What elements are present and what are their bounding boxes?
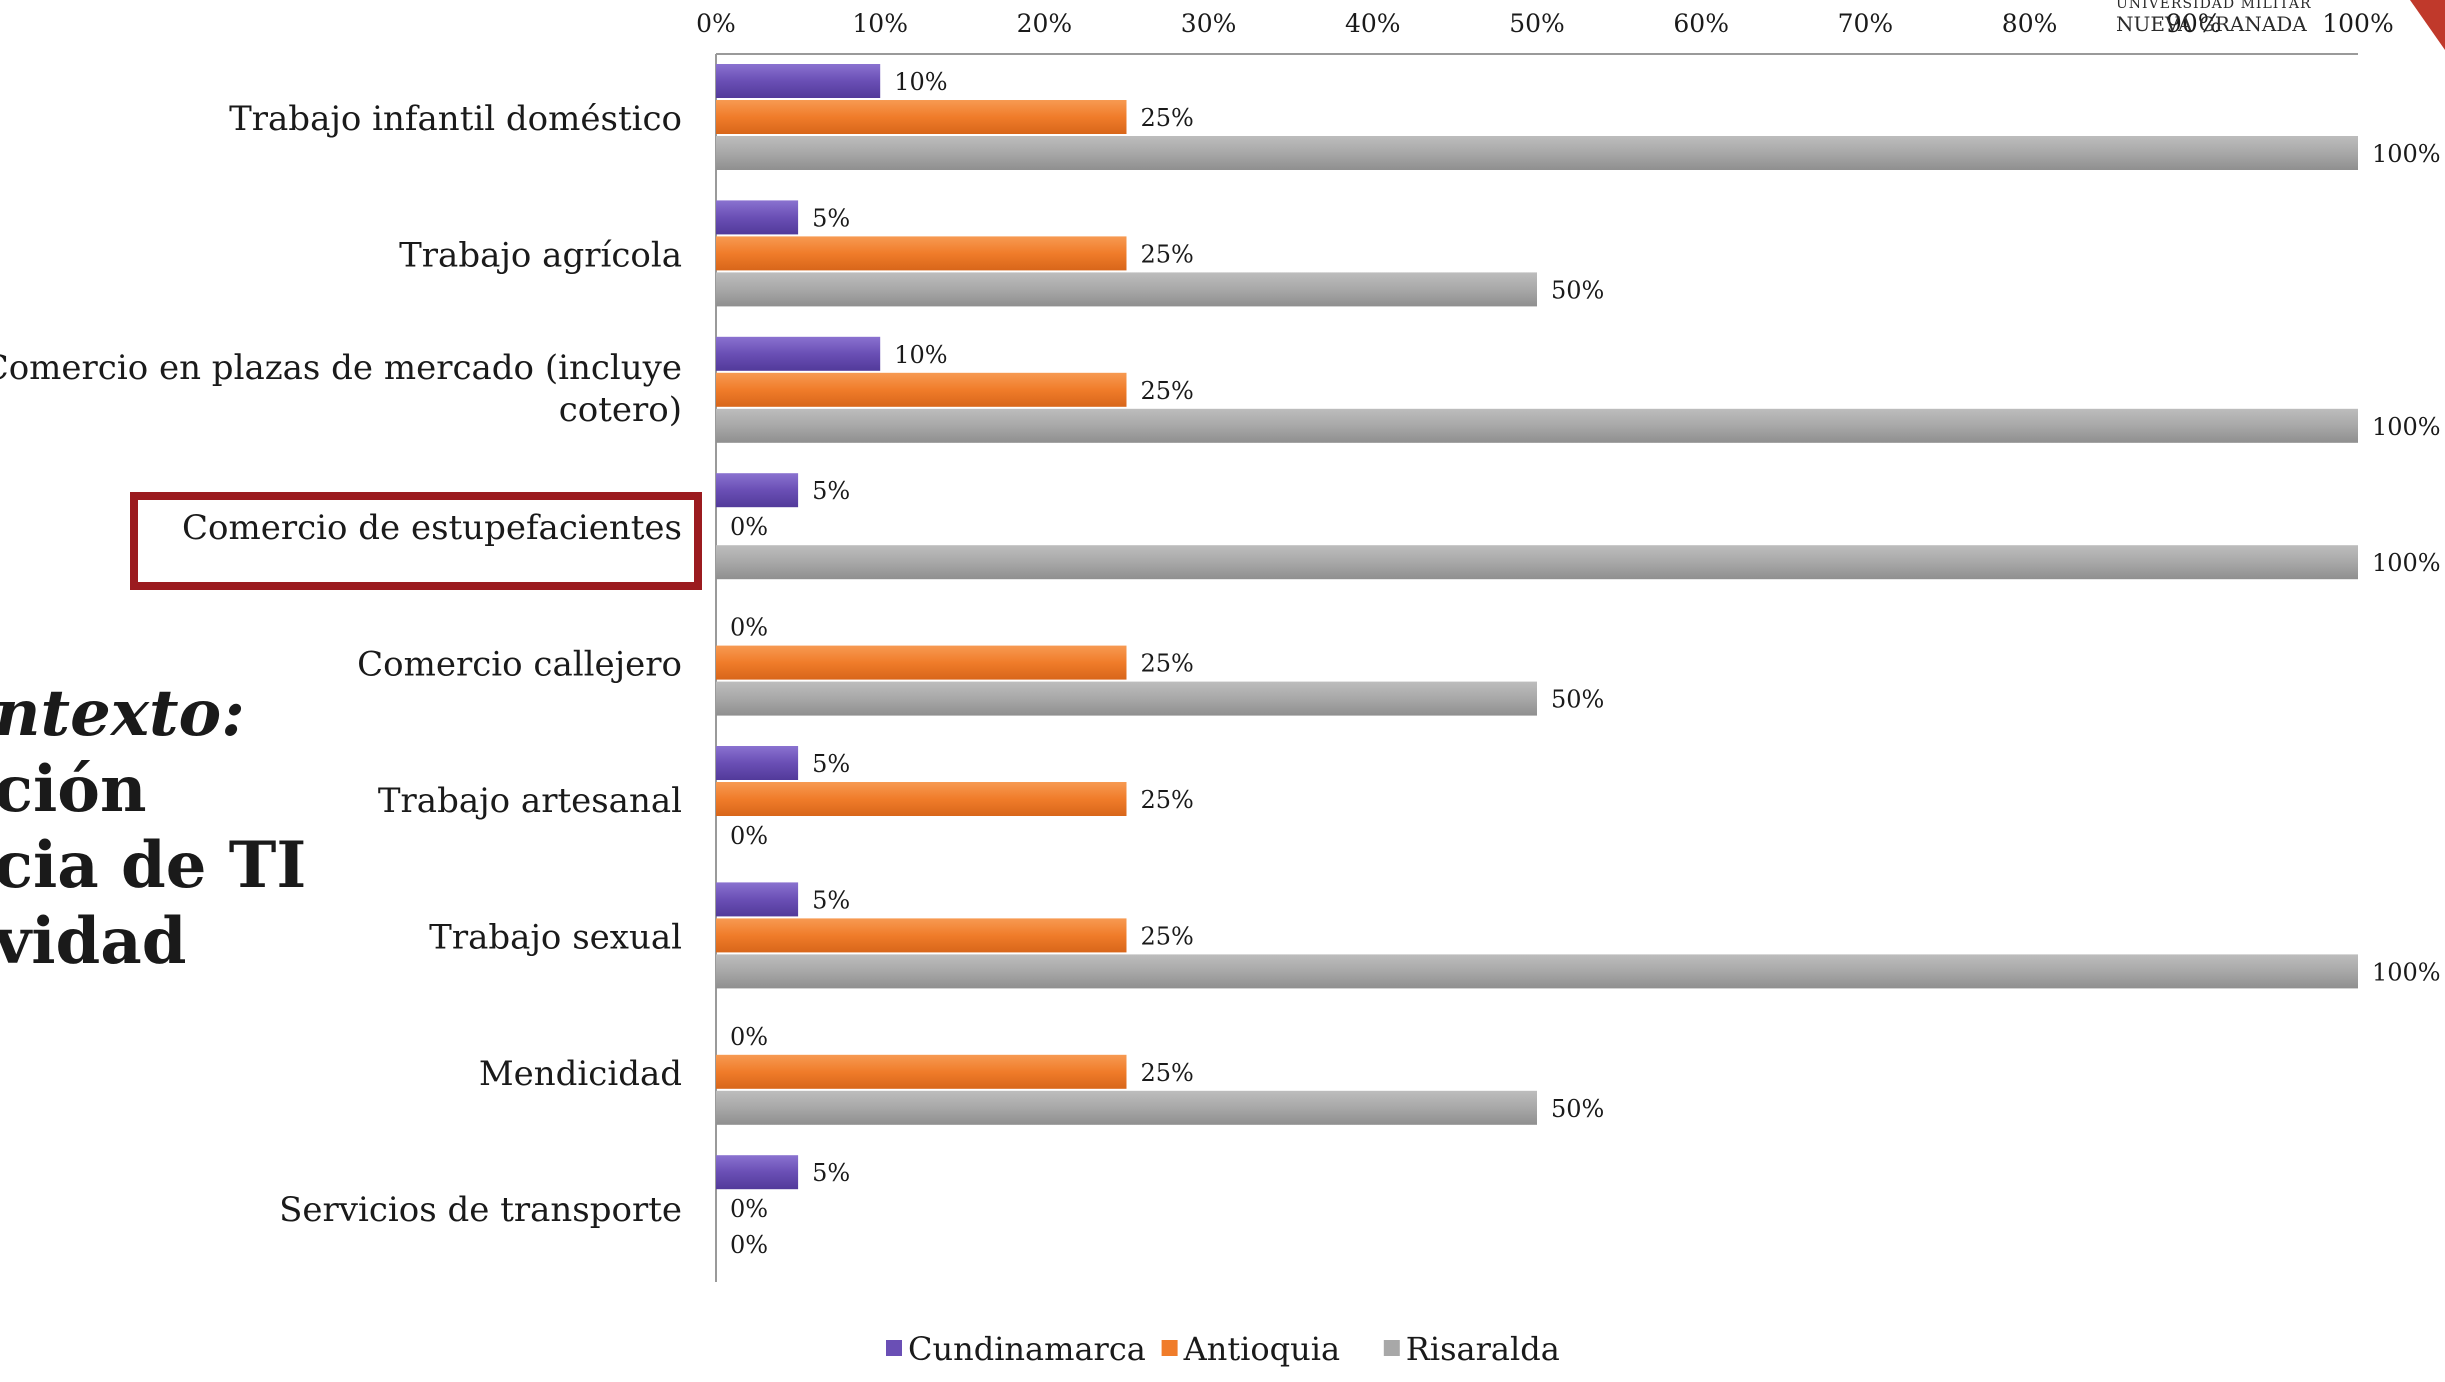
data-label: 0%: [730, 822, 768, 850]
side-title-line-4: vidad: [0, 904, 187, 979]
x-tick-label: 70%: [1838, 9, 1894, 38]
data-label: 10%: [894, 341, 947, 369]
data-label: 100%: [2372, 413, 2441, 441]
side-title-line-2: ción: [0, 752, 147, 827]
legend-swatch-antioquia: [1161, 1340, 1178, 1356]
data-label: 100%: [2372, 958, 2441, 986]
bar-cundinamarca: [716, 1155, 799, 1190]
data-label: 50%: [1551, 276, 1604, 304]
data-label: 50%: [1551, 686, 1604, 714]
logo-line-2: NUEVA GRANADA: [2116, 12, 2307, 36]
data-label: 5%: [812, 204, 850, 232]
bar-cundinamarca: [716, 64, 881, 98]
data-label: 100%: [2372, 140, 2441, 168]
data-label: 25%: [1141, 104, 1194, 132]
bar-risaralda: [716, 681, 1537, 716]
category-label: Trabajo agrícola: [399, 235, 682, 275]
x-tick-label: 60%: [1673, 9, 1729, 38]
data-label: 100%: [2372, 549, 2441, 577]
data-label: 10%: [894, 68, 947, 96]
category-label: Comercio de estupefacientes: [182, 508, 682, 548]
corner-accent: [2410, 0, 2445, 50]
x-tick-label: 40%: [1345, 9, 1401, 38]
data-label: 5%: [812, 1159, 850, 1187]
bar-risaralda: [716, 1090, 1537, 1125]
category-label: Trabajo infantil doméstico: [229, 99, 682, 139]
data-label: 0%: [730, 614, 768, 642]
bar-cundinamarca: [716, 200, 799, 235]
bar-cundinamarca: [716, 882, 799, 917]
bar-antioquia: [716, 1054, 1127, 1089]
data-label: 5%: [812, 477, 850, 505]
category-label: Trabajo artesanal: [378, 781, 682, 821]
category-label: Trabajo sexual: [429, 917, 682, 957]
data-label: 5%: [812, 886, 850, 914]
bar-cundinamarca: [716, 473, 799, 508]
x-tick-label: 80%: [2002, 9, 2058, 38]
bar-antioquia: [716, 782, 1127, 816]
bar-cundinamarca: [716, 336, 881, 371]
side-title-line-1: ntexto:: [0, 676, 245, 751]
data-label: 5%: [812, 750, 850, 778]
data-label: 0%: [730, 1023, 768, 1051]
logo-line-1: UNIVERSIDAD MILITAR: [2116, 0, 2312, 12]
legend-label: Antioquia: [1183, 1330, 1340, 1368]
x-tick-label: 10%: [852, 9, 908, 38]
data-label: 25%: [1141, 1059, 1194, 1087]
bar-antioquia: [716, 372, 1127, 407]
side-title-line-3: cia de TI: [0, 828, 307, 903]
bar-risaralda: [716, 954, 2358, 989]
legend-swatch-risaralda: [1383, 1340, 1400, 1356]
data-label: 25%: [1141, 377, 1194, 405]
bar-antioquia: [716, 645, 1127, 680]
x-tick-label: 30%: [1181, 9, 1237, 38]
bar-antioquia: [716, 100, 1127, 134]
bar-cundinamarca: [716, 746, 799, 780]
data-label: 0%: [730, 1231, 768, 1259]
bar-risaralda: [716, 272, 1537, 307]
category-label: Comercio callejero: [357, 645, 682, 685]
legend-swatch-cundinamarca: [886, 1340, 902, 1356]
data-label: 0%: [730, 1195, 768, 1223]
data-label: 25%: [1141, 922, 1194, 950]
legend-label: Risaralda: [1406, 1330, 1560, 1368]
x-tick-label: 20%: [1017, 9, 1073, 38]
x-tick-label: 100%: [2322, 9, 2393, 38]
data-label: 25%: [1141, 786, 1194, 814]
x-tick-label: 90%: [2166, 9, 2222, 38]
data-label: 25%: [1141, 240, 1194, 268]
category-label: Mendicidad: [479, 1054, 682, 1094]
data-label: 50%: [1551, 1095, 1604, 1123]
category-label: Comercio en plazas de mercado (incluye co…: [0, 348, 682, 430]
bar-antioquia: [716, 918, 1127, 953]
bar-risaralda: [716, 136, 2358, 170]
legend-label: Cundinamarca: [908, 1330, 1146, 1368]
x-tick-label: 0%: [696, 9, 736, 38]
highlight-box: [130, 492, 702, 590]
x-tick-label: 50%: [1509, 9, 1565, 38]
bar-risaralda: [716, 545, 2358, 580]
category-label: Servicios de transporte: [279, 1190, 682, 1230]
bar-risaralda: [716, 408, 2358, 443]
data-label: 0%: [730, 513, 768, 541]
bar-antioquia: [716, 236, 1127, 271]
data-label: 25%: [1141, 650, 1194, 678]
